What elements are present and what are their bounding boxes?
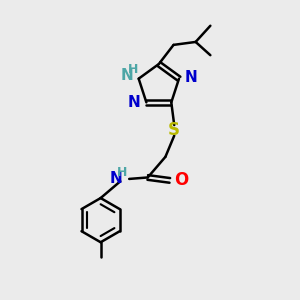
Text: S: S — [168, 121, 180, 139]
Text: H: H — [128, 63, 139, 76]
Text: O: O — [174, 171, 188, 189]
Text: N: N — [185, 70, 198, 85]
Text: H: H — [117, 166, 127, 179]
Text: N: N — [121, 68, 134, 83]
Text: N: N — [128, 95, 140, 110]
Text: N: N — [110, 171, 123, 186]
